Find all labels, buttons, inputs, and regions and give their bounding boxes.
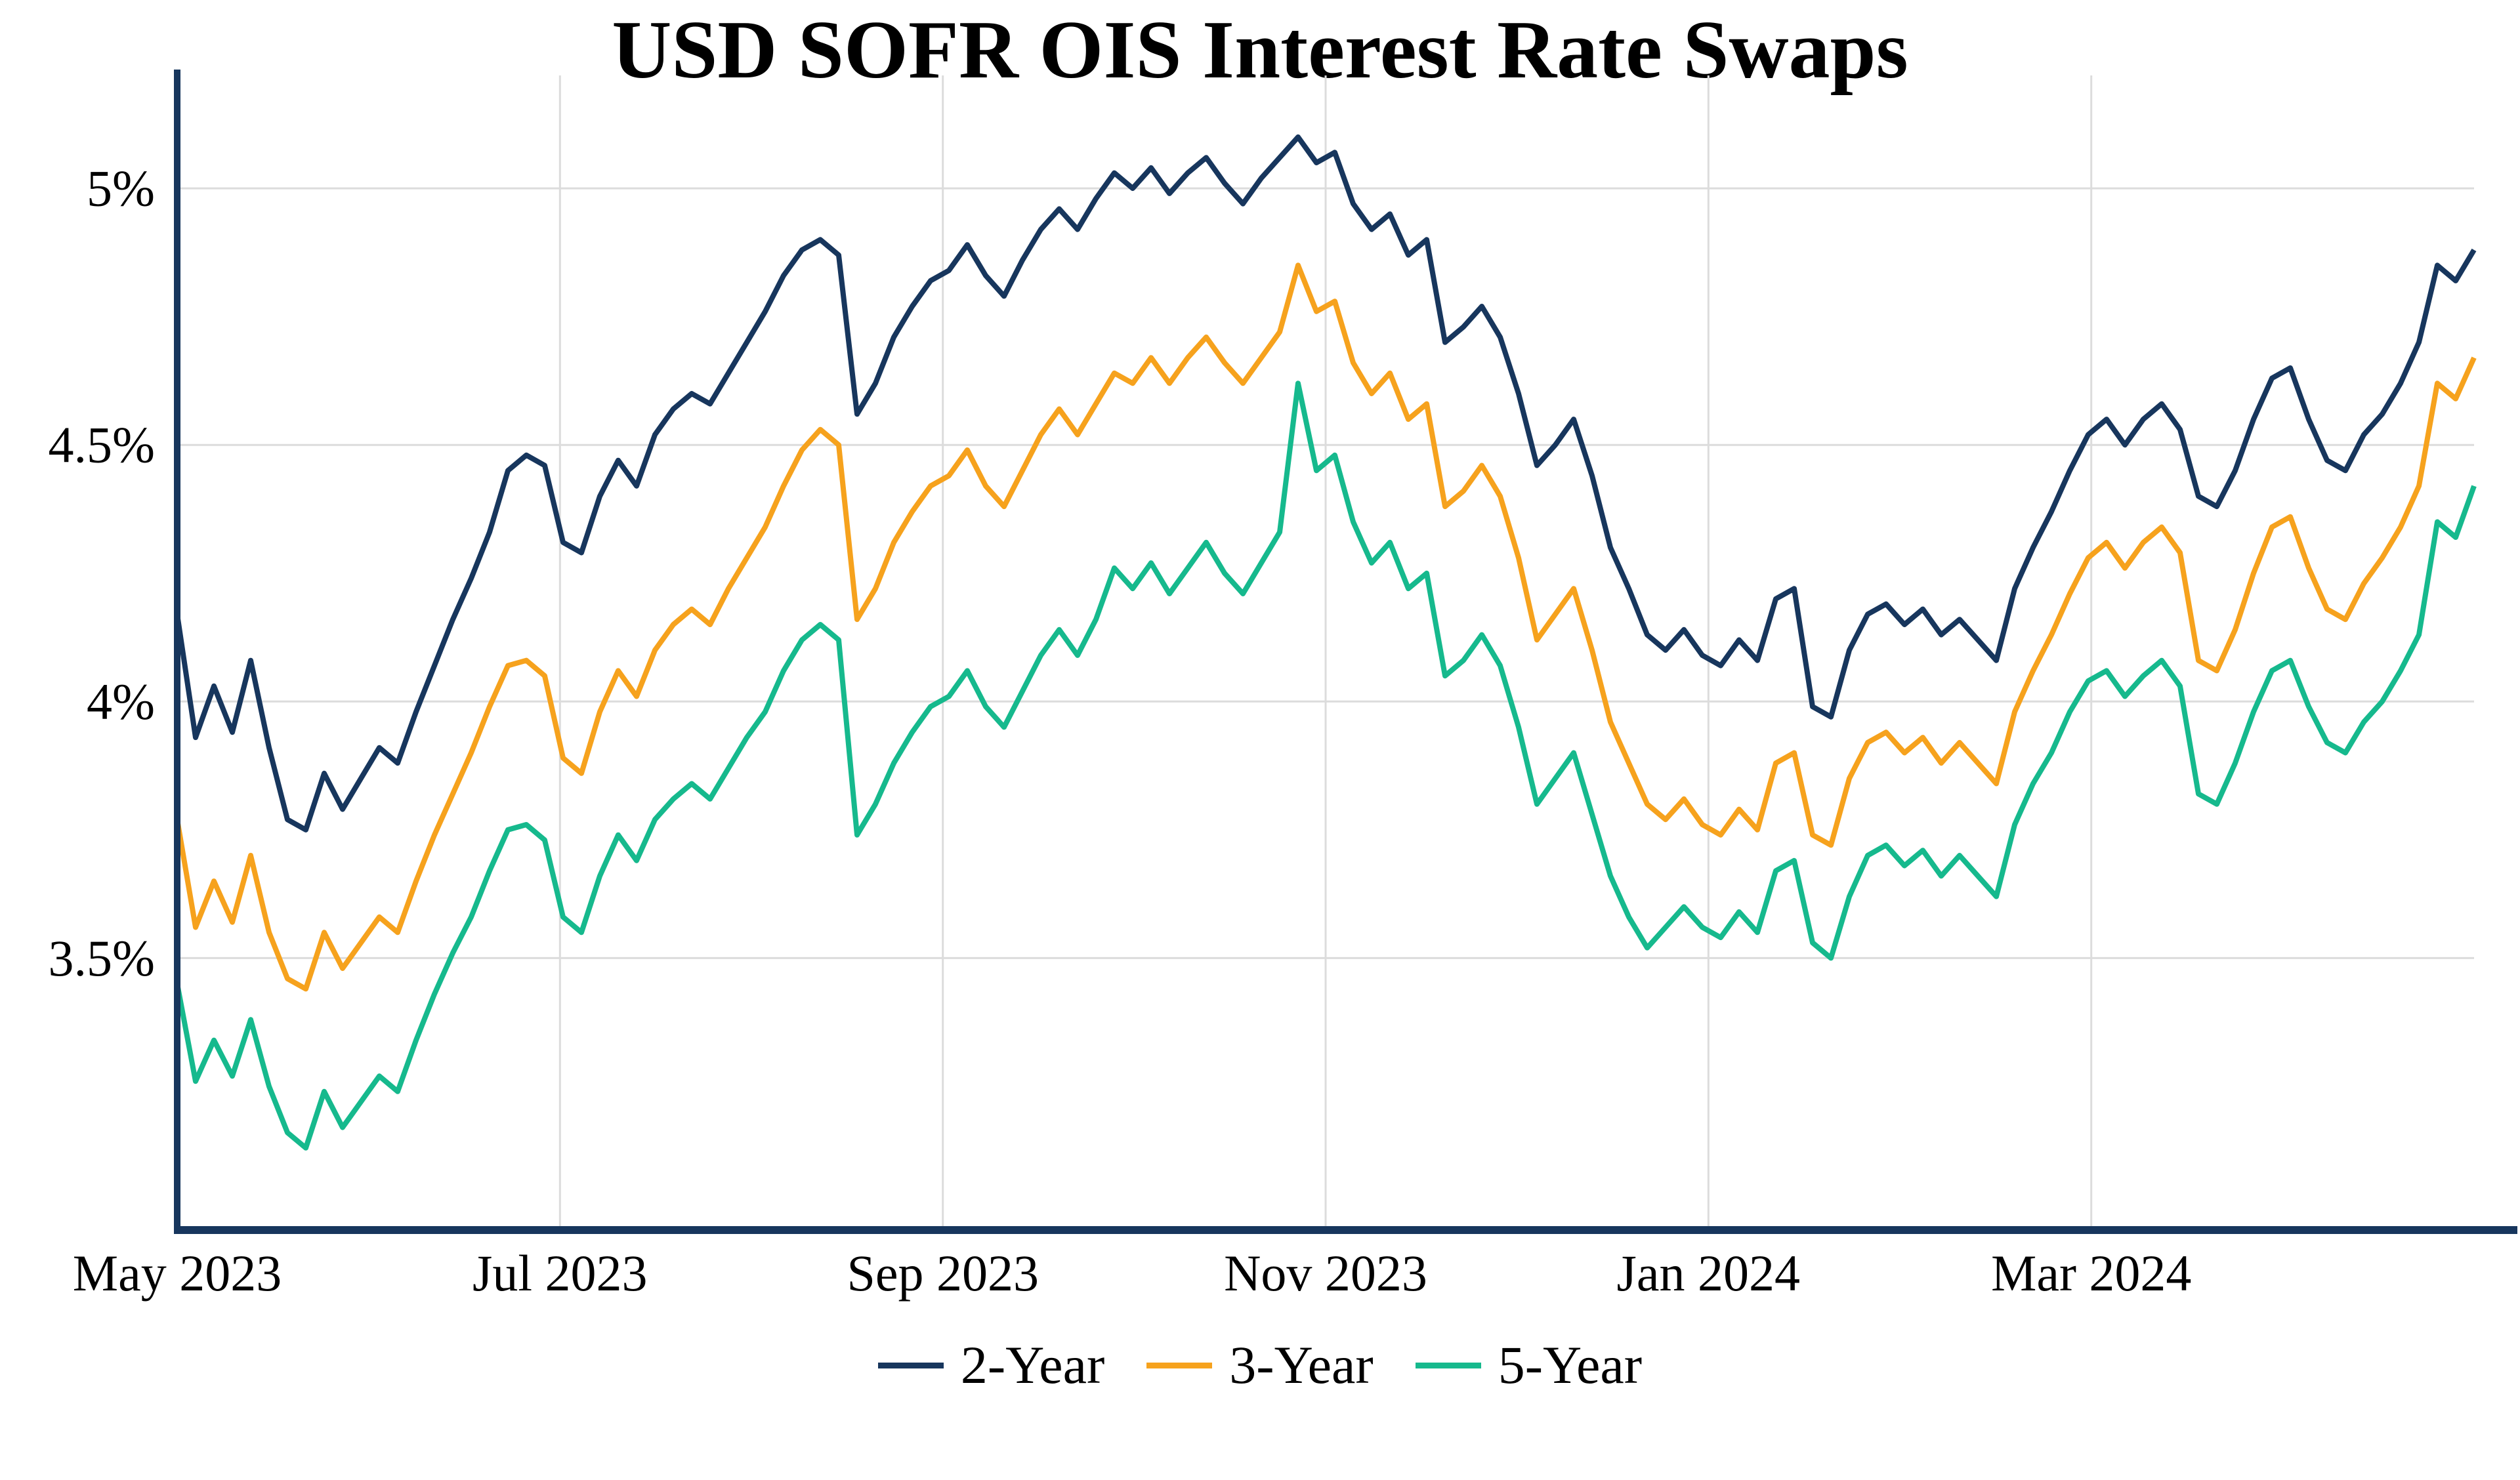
chart-title: USD SOFR OIS Interest Rate Swaps <box>612 5 1908 96</box>
legend-swatch-3-year-icon <box>1146 1362 1213 1368</box>
legend-swatch-5-year-icon <box>1415 1362 1481 1368</box>
legend-label-3-year: 3-Year <box>1229 1335 1374 1395</box>
y-tick-label: 5% <box>87 160 155 217</box>
legend-label-5-year: 5-Year <box>1498 1335 1643 1395</box>
legend-swatch-2-year-icon <box>877 1362 944 1368</box>
x-tick-label: May 2023 <box>73 1244 282 1302</box>
x-tick-label: Nov 2023 <box>1224 1244 1427 1302</box>
y-tick-label: 3.5% <box>49 930 155 987</box>
series-line-5-year <box>175 380 2477 1151</box>
chart-legend: 2-Year 3-Year 5-Year <box>0 1338 2520 1392</box>
legend-label-2-year: 2-Year <box>960 1335 1105 1395</box>
legend-item-2-year: 2-Year <box>877 1335 1105 1395</box>
x-tick-label: Sep 2023 <box>847 1244 1039 1302</box>
x-tick-label: Mar 2024 <box>1991 1244 2191 1302</box>
y-tick-label: 4.5% <box>49 417 155 474</box>
x-tick-label: Jan 2024 <box>1617 1244 1800 1302</box>
series-line-2-year <box>175 134 2477 832</box>
y-tick-label: 4% <box>87 673 155 730</box>
legend-item-3-year: 3-Year <box>1146 1335 1374 1395</box>
series-line-3-year <box>175 262 2477 992</box>
legend-item-5-year: 5-Year <box>1415 1335 1643 1395</box>
x-tick-label: Jul 2023 <box>472 1244 648 1302</box>
